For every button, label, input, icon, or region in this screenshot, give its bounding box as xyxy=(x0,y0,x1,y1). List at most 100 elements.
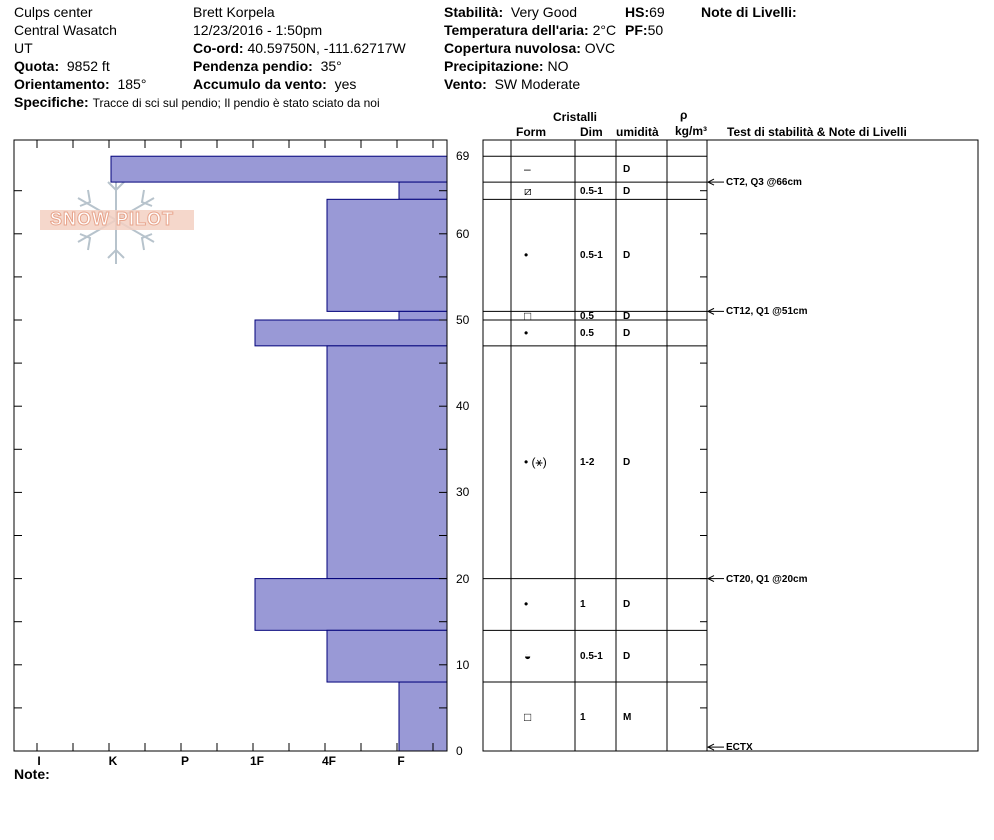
wind-value: SW Moderate xyxy=(494,76,581,92)
stability-test-label: ECTX xyxy=(726,742,753,754)
observer: Brett Korpela xyxy=(193,4,275,20)
state: UT xyxy=(14,40,33,56)
grain-size: 1-2 xyxy=(580,457,595,469)
slope: Pendenza pendio: 35° xyxy=(193,58,342,74)
cloud-label: Copertura nuvolosa: xyxy=(444,40,581,56)
grain-size: 0.5 xyxy=(580,310,594,322)
arrow-head-icon xyxy=(706,743,715,751)
specifics-value: Tracce di sci sul pendio; Il pendio è st… xyxy=(92,96,380,110)
slope-value: 35° xyxy=(320,58,342,74)
aspect-value: 185° xyxy=(117,76,147,92)
hardness-label: I xyxy=(37,754,41,768)
arrow-head-icon xyxy=(706,307,715,315)
grain-form-symbol: • (⚹) xyxy=(524,455,547,470)
grain-form-symbol: • xyxy=(524,248,529,263)
specifics: Specifiche: Tracce di sci sul pendio; Il… xyxy=(14,94,380,111)
hardness-label: P xyxy=(180,754,189,768)
penetration-foot: PF:50 xyxy=(625,22,663,38)
hardness-bar xyxy=(326,198,448,312)
depth-label: 40 xyxy=(456,399,470,414)
moisture-value: D xyxy=(623,185,631,197)
size-header: Dim xyxy=(580,125,603,139)
air-temp-value: 2°C xyxy=(592,22,617,38)
depth-label: 0 xyxy=(456,744,463,758)
layer-table-frame xyxy=(482,139,979,752)
density-unit: kg/m³ xyxy=(675,124,708,138)
arrow-head-icon xyxy=(706,575,715,583)
wind: Vento: SW Moderate xyxy=(444,76,580,92)
coord-label: Co-ord: xyxy=(193,40,244,56)
precip-label: Precipitazione: xyxy=(444,58,544,74)
datetime: 12/23/2016 - 1:50pm xyxy=(193,22,323,38)
grain-size: 1 xyxy=(580,599,586,611)
moisture-value: D xyxy=(623,310,631,322)
wind-load-value: yes xyxy=(334,76,357,92)
grain-size: 0.5-1 xyxy=(580,250,603,262)
specifics-label: Specifiche: xyxy=(14,94,89,110)
rho-header: ρ xyxy=(680,108,688,122)
hardness-bar xyxy=(110,155,448,183)
form-header: Form xyxy=(516,125,546,139)
depth-label: 69 xyxy=(456,149,470,164)
moisture-value: D xyxy=(623,250,631,262)
grain-size: 0.5-1 xyxy=(580,185,603,197)
hs-value: 69 xyxy=(649,4,665,20)
hardness-bar xyxy=(254,578,448,631)
pf-value: 50 xyxy=(647,22,664,38)
grain-form-symbol: • xyxy=(524,325,529,340)
grain-form-symbol: ◒ xyxy=(524,649,532,664)
stability-value: Very Good xyxy=(510,4,578,20)
cloud-value: OVC xyxy=(584,40,616,56)
wind-load: Accumulo da vento: yes xyxy=(193,76,356,92)
grain-form-symbol: • xyxy=(524,597,529,612)
snowpilot-logo: SNOW PILOT xyxy=(38,172,198,272)
stability-label: Stabilità: xyxy=(444,4,504,20)
grain-size: 1 xyxy=(580,711,586,723)
grain-size: 0.5 xyxy=(580,327,594,339)
grain-form-symbol: ⧄ xyxy=(524,183,532,198)
moisture-value: D xyxy=(623,457,631,469)
aspect-label: Orientamento: xyxy=(14,76,110,92)
air-temp: Temperatura dell'aria: 2°C xyxy=(444,22,616,38)
hardness-bar xyxy=(326,345,448,580)
depth-label: 60 xyxy=(456,226,470,241)
hs-label: HS: xyxy=(625,4,650,20)
tests-header: Test di stabilità & Note di Livelli xyxy=(727,125,907,139)
grain-form-symbol: – xyxy=(524,162,531,177)
hardness-bar xyxy=(254,319,448,347)
precip-value: NO xyxy=(547,58,569,74)
hardness-bar xyxy=(398,310,448,321)
moisture-value: M xyxy=(623,711,632,723)
hardness-label: K xyxy=(108,754,118,768)
precipitation: Precipitazione: NO xyxy=(444,58,568,74)
grain-form-symbol: □ xyxy=(524,308,532,323)
hardness-label: F xyxy=(397,754,405,768)
depth-label: 20 xyxy=(456,571,470,586)
moisture-header: umidità xyxy=(616,125,659,139)
location: Culps center xyxy=(14,4,93,20)
moisture-value: D xyxy=(623,599,631,611)
slope-label: Pendenza pendio: xyxy=(193,58,313,74)
hardness-bar xyxy=(398,681,448,752)
depth-label: 10 xyxy=(456,657,470,672)
crystals-header: Cristalli xyxy=(553,110,598,124)
depth-label: 50 xyxy=(456,313,470,327)
elevation-label: Quota: xyxy=(14,58,60,74)
layer-notes-title: Note di Livelli: xyxy=(701,4,797,20)
coordinates: Co-ord: 40.59750N, -111.62717W xyxy=(193,40,406,56)
coord-value: 40.59750N, -111.62717W xyxy=(247,40,406,56)
arrow-head-icon xyxy=(706,178,715,186)
cloud-cover: Copertura nuvolosa: OVC xyxy=(444,40,615,56)
moisture-value: D xyxy=(623,327,631,339)
snowflake-icon xyxy=(40,176,194,264)
stability-test-label: CT2, Q3 @66cm xyxy=(726,177,802,189)
moisture-value: D xyxy=(623,164,631,176)
logo-text: SNOW PILOT xyxy=(50,209,174,230)
elevation: Quota: 9852 ft xyxy=(14,58,110,74)
depth-label: 30 xyxy=(456,485,470,500)
snow-height: HS:69 xyxy=(625,4,665,20)
stability-test-label: CT12, Q1 @51cm xyxy=(726,306,808,318)
hardness-label: 1F xyxy=(249,754,264,768)
hardness-bar xyxy=(326,629,448,683)
